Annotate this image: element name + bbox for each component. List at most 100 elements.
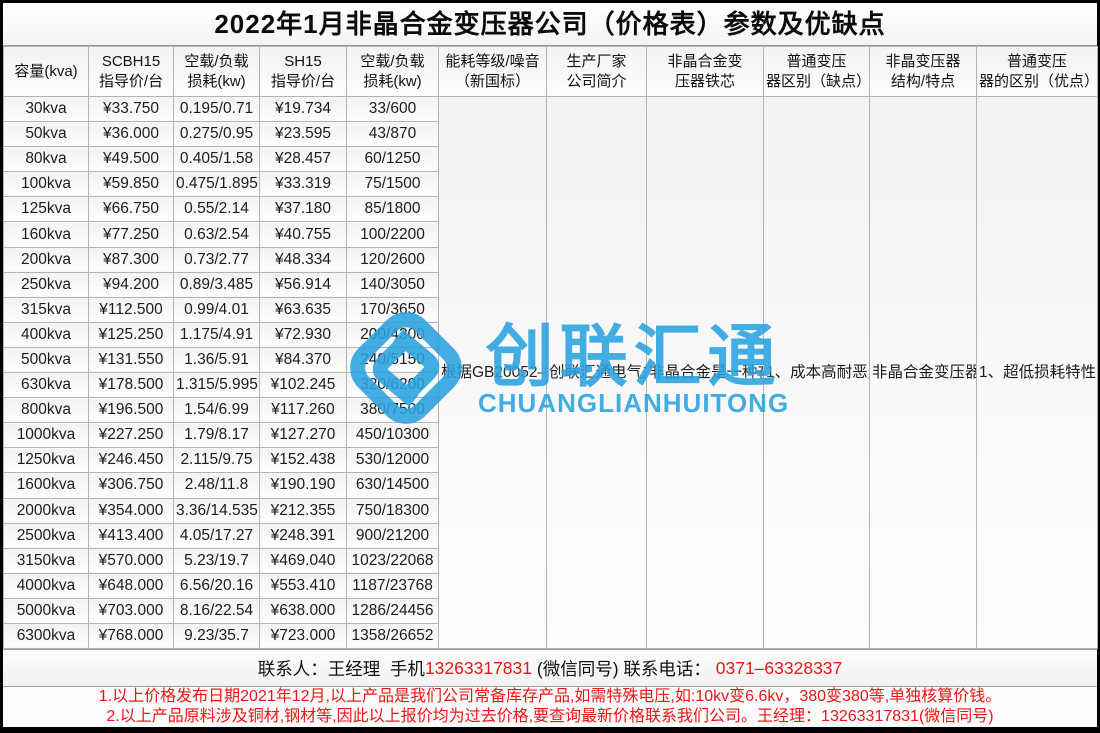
table-row: 80kva ¥49.500 0.405/1.58 ¥28.457 60/1250 — [3, 146, 1098, 173]
cell-scbh15_price: ¥59.850 — [88, 171, 174, 198]
table-row: 3150kva ¥570.000 5.23/19.7 ¥469.040 1023/220… — [3, 547, 1098, 574]
cell-sh15_loss: 120/2600 — [346, 246, 439, 273]
price-table: 容量(kva) SCBH15 指导价/台 空载/负载 损耗(kw) SH15 指导价/… — [3, 46, 1098, 650]
cell-scbh15_loss: 0.63/2.54 — [173, 221, 260, 248]
cell-capacity: 125kva — [3, 196, 89, 223]
cell-scbh15_price: ¥354.000 — [88, 497, 174, 524]
cell-capacity: 3150kva — [3, 547, 89, 574]
cell-scbh15_loss: 6.56/20.16 — [173, 572, 260, 599]
cell-scbh15_price: ¥648.000 — [88, 572, 174, 599]
table-row: 4000kva ¥648.000 6.56/20.16 ¥553.410 1187/23… — [3, 572, 1098, 599]
note-line-2: 2.以上产品原料涉及铜材,钢材等,因此以上报价均为过去价格,要查询最新价格联系我… — [106, 708, 994, 725]
cell-scbh15_loss: 2.115/9.75 — [173, 447, 260, 474]
cell-scbh15_price: ¥768.000 — [88, 622, 174, 650]
cell-scbh15_price: ¥49.500 — [88, 146, 174, 173]
cell-sh15_loss: 140/3050 — [346, 271, 439, 298]
cell-sh15_loss: 200/4300 — [346, 321, 439, 348]
merged-cell-manufacturer: 创联汇通电气主营：S9、S11、S13、S15系列10KV级~110KV级油浸式… — [546, 95, 647, 650]
cell-sh15_loss: 900/21200 — [346, 522, 439, 549]
table-row: 160kva ¥77.250 0.63/2.54 ¥40.755 100/2200 — [3, 221, 1098, 248]
cell-scbh15_price: ¥703.000 — [88, 597, 174, 624]
table-row: 200kva ¥87.300 0.73/2.77 ¥48.334 120/2600 — [3, 246, 1098, 273]
cell-sh15_loss: 380/7500 — [346, 397, 439, 424]
cell-capacity: 1600kva — [3, 472, 89, 499]
cell-sh15_loss: 33/600 — [346, 95, 439, 123]
cell-capacity: 160kva — [3, 221, 89, 248]
cell-sh15_loss: 85/1800 — [346, 196, 439, 223]
column-header-8: 普通变压 器区别（缺点） — [763, 46, 870, 97]
cell-scbh15_price: ¥131.550 — [88, 346, 174, 374]
cell-sh15_price: ¥152.438 — [259, 447, 347, 474]
cell-sh15_loss: 100/2200 — [346, 221, 439, 248]
cell-capacity: 400kva — [3, 321, 89, 348]
cell-sh15_loss: 1286/24456 — [346, 597, 439, 624]
table-row: 30kva ¥33.750 0.195/0.71 ¥19.734 33/600 根据GB2… — [3, 95, 1098, 650]
cell-scbh15_price: ¥94.200 — [88, 271, 174, 298]
cell-capacity: 6300kva — [3, 622, 89, 650]
cell-sh15_price: ¥723.000 — [259, 622, 347, 650]
contact-row: 联系人：王经理 手机 13263317831 (微信同号) 联系电话： 0371–… — [3, 649, 1097, 686]
note-line-1: 1.以上价格发布日期2021年12月,以上产品是我们公司常备库存产品,如需特殊电… — [98, 688, 1002, 705]
cell-sh15_price: ¥63.635 — [259, 296, 347, 323]
cell-sh15_price: ¥248.391 — [259, 522, 347, 549]
cell-scbh15_loss: 1.54/6.99 — [173, 397, 260, 424]
cell-scbh15_price: ¥125.250 — [88, 321, 174, 348]
page-title: 2022年1月非晶合金变压器公司（价格表）参数及优缺点 — [3, 3, 1097, 46]
cell-capacity: 1000kva — [3, 422, 89, 449]
column-header-3: SH15 指导价/台 — [259, 46, 347, 97]
cell-scbh15_price: ¥227.250 — [88, 422, 174, 449]
column-header-1: SCBH15 指导价/台 — [88, 46, 174, 97]
cell-sh15_price: ¥553.410 — [259, 572, 347, 599]
column-header-7: 非晶合金变 压器铁芯 — [646, 46, 764, 97]
table-row: 2000kva ¥354.000 3.36/14.535 ¥212.355 750/18… — [3, 497, 1098, 524]
cell-sh15_price: ¥28.457 — [259, 146, 347, 173]
contact-telephone-number: 0371–63328337 — [715, 657, 843, 678]
column-header-0: 容量(kva) — [3, 46, 89, 97]
table-row: 1000kva ¥227.250 1.79/8.17 ¥127.270 450/1030… — [3, 422, 1098, 449]
cell-scbh15_loss: 9.23/35.7 — [173, 622, 260, 650]
cell-scbh15_price: ¥77.250 — [88, 221, 174, 248]
cell-sh15_price: ¥23.595 — [259, 121, 347, 148]
cell-sh15_price: ¥102.245 — [259, 372, 347, 399]
table-row: 1600kva ¥306.750 2.48/11.8 ¥190.190 630/1450… — [3, 472, 1098, 499]
cell-sh15_price: ¥72.930 — [259, 321, 347, 348]
cell-sh15_price: ¥469.040 — [259, 547, 347, 574]
cell-capacity: 200kva — [3, 246, 89, 273]
cell-scbh15_price: ¥66.750 — [88, 196, 174, 223]
cell-sh15_loss: 170/3650 — [346, 296, 439, 323]
cell-capacity: 800kva — [3, 397, 89, 424]
cell-sh15_loss: 530/12000 — [346, 447, 439, 474]
column-header-10: 普通变压 器的区别（优点） — [976, 46, 1098, 97]
table-row: 50kva ¥36.000 0.275/0.95 ¥23.595 43/870 — [3, 121, 1098, 148]
contact-label-2: (微信同号) 联系电话： — [532, 658, 716, 679]
cell-scbh15_loss: 5.23/19.7 — [173, 547, 260, 574]
cell-sh15_price: ¥37.180 — [259, 196, 347, 223]
table-row: 250kva ¥94.200 0.89/3.485 ¥56.914 140/3050 — [3, 271, 1098, 298]
cell-scbh15_price: ¥112.500 — [88, 296, 174, 323]
cell-sh15_loss: 1358/26652 — [346, 622, 439, 650]
cell-scbh15_loss: 2.48/11.8 — [173, 472, 260, 499]
cell-sh15_price: ¥19.734 — [259, 95, 347, 123]
cell-sh15_loss: 1187/23768 — [346, 572, 439, 599]
cell-sh15_loss: 60/1250 — [346, 146, 439, 173]
cell-capacity: 630kva — [3, 372, 89, 399]
merged-cell-core: 非晶合金是一种在急速冷却的情况下形成的，有非常好的导磁性能，每公斤的损耗值非常低… — [646, 95, 764, 650]
cell-sh15_price: ¥56.914 — [259, 271, 347, 298]
cell-sh15_price: ¥48.334 — [259, 246, 347, 273]
merged-cell-energy-standard: 根据GB20052–2013,国家标准,以上两个系列属于二级能耗标准 — [438, 95, 547, 650]
cell-sh15_loss: 750/18300 — [346, 497, 439, 524]
cell-scbh15_loss: 3.36/14.535 — [173, 497, 260, 524]
cell-capacity: 80kva — [3, 146, 89, 173]
cell-sh15_price: ¥190.190 — [259, 472, 347, 499]
cell-scbh15_price: ¥570.000 — [88, 547, 174, 574]
price-sheet: 2022年1月非晶合金变压器公司（价格表）参数及优缺点 容量(kva) SCBH1… — [3, 3, 1098, 727]
table-row: 5000kva ¥703.000 8.16/22.54 ¥638.000 1286/24… — [3, 597, 1098, 624]
cell-scbh15_loss: 1.315/5.995 — [173, 372, 260, 399]
table-row: 2500kva ¥413.400 4.05/17.27 ¥248.391 900/212… — [3, 522, 1098, 549]
cell-scbh15_price: ¥413.400 — [88, 522, 174, 549]
merged-cell-disadvantages: 1、成本高耐恶劣环境的能力相对较差一般情况下只能安装在户内 2、非晶合金变压器线… — [763, 95, 870, 650]
cell-scbh15_price: ¥33.750 — [88, 95, 174, 123]
merged-cell-advantages: 1、超低损耗特性省能源、用电效率高; 2、减少CO₂, SO₂废气的排放降低对环… — [976, 95, 1098, 650]
cell-sh15_loss: 450/10300 — [346, 422, 439, 449]
cell-scbh15_loss: 8.16/22.54 — [173, 597, 260, 624]
